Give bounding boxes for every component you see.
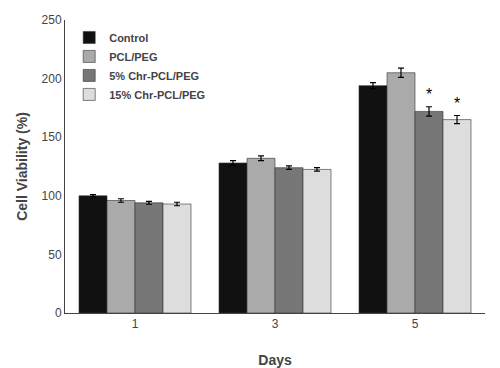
svg-text:50: 50 (48, 248, 62, 262)
svg-text:15% Chr-PCL/PEG: 15% Chr-PCL/PEG (109, 89, 205, 101)
svg-text:*: * (454, 95, 460, 112)
svg-text:5: 5 (412, 317, 419, 331)
svg-text:PCL/PEG: PCL/PEG (109, 51, 157, 63)
svg-text:Cell Viability (%): Cell Viability (%) (14, 112, 30, 221)
svg-text:*: * (426, 86, 432, 103)
svg-text:1: 1 (132, 317, 139, 331)
svg-text:250: 250 (42, 13, 62, 27)
svg-text:3: 3 (272, 317, 279, 331)
svg-text:Control: Control (109, 32, 148, 44)
svg-text:200: 200 (42, 72, 62, 86)
svg-text:150: 150 (42, 130, 62, 144)
svg-text:100: 100 (42, 189, 62, 203)
svg-text:Days: Days (258, 352, 292, 368)
svg-text:5% Chr-PCL/PEG: 5% Chr-PCL/PEG (109, 70, 199, 82)
svg-text:0: 0 (55, 306, 62, 320)
